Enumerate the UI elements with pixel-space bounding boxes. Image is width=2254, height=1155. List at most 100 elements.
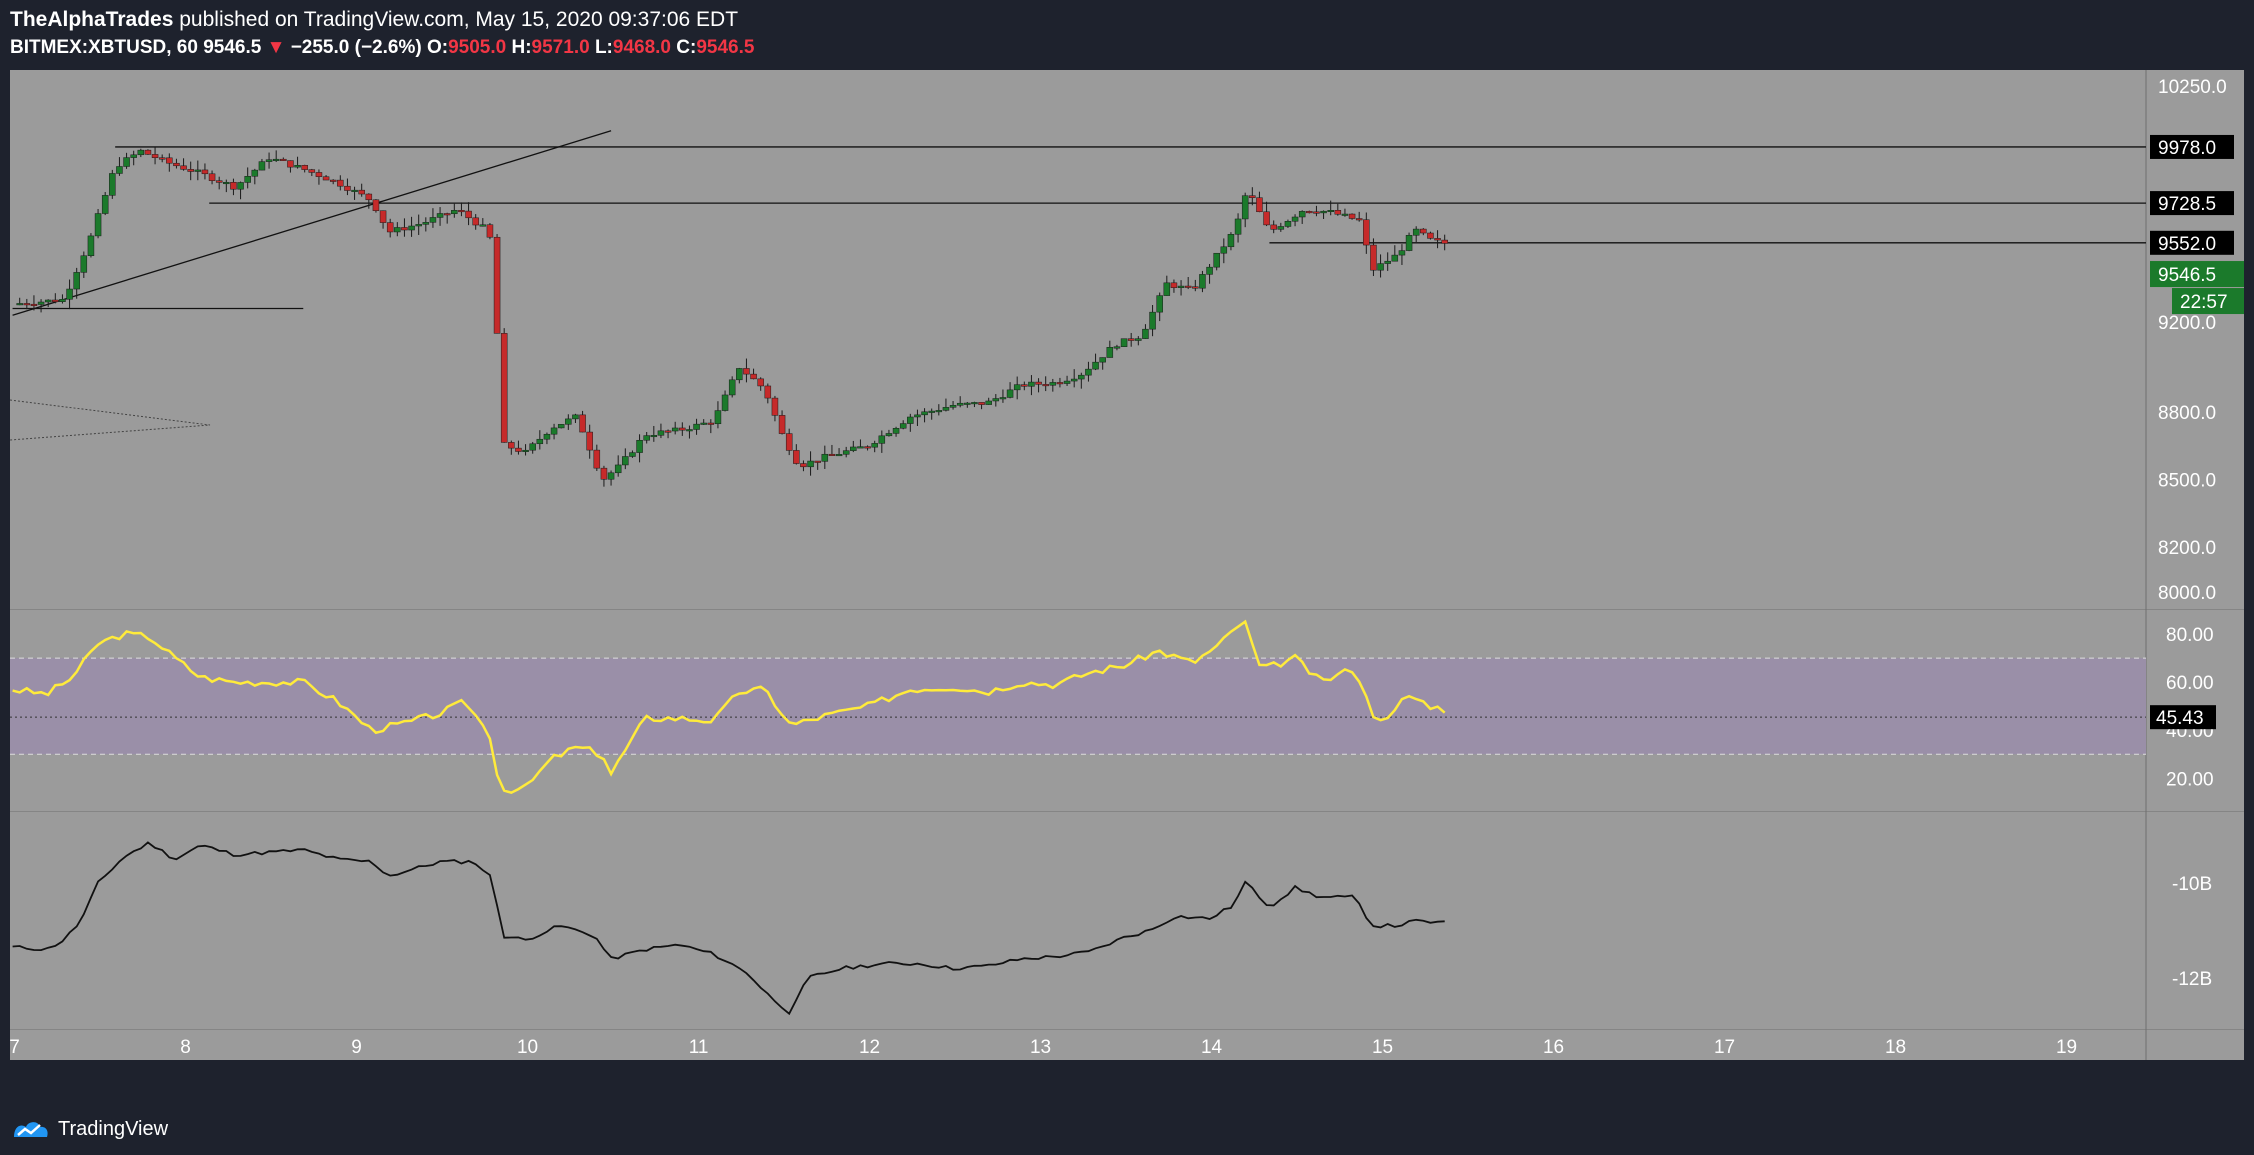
candle-body: [999, 397, 1007, 400]
high-label: H:: [511, 37, 532, 58]
candle-body: [579, 414, 586, 433]
candle-body: [351, 189, 358, 192]
candle-body: [892, 428, 900, 434]
candle-body: [223, 182, 230, 185]
candle-body: [1177, 285, 1185, 288]
candle-body: [59, 299, 66, 302]
candle-body: [1035, 381, 1042, 385]
time-tick-13: 13: [1030, 1037, 1051, 1058]
ohlc-legend: BITMEX:XBTUSD, 60 9546.5 ▼ −255.0 (−2.6%…: [10, 34, 754, 62]
chart-svg[interactable]: 10250.09200.08800.08500.08200.08000.0997…: [9, 70, 2244, 1100]
candle-body: [1206, 266, 1213, 275]
candle-body: [1377, 263, 1384, 271]
candle-body: [785, 433, 793, 451]
candle-body: [1412, 228, 1420, 236]
candle-body: [116, 166, 123, 174]
candle-body: [1163, 282, 1171, 296]
rsi-value-label: 45.43: [2156, 708, 2204, 729]
candle-body: [1363, 219, 1370, 246]
candle-body: [536, 438, 544, 445]
candle-body: [736, 368, 743, 381]
candle-body: [1270, 224, 1277, 230]
candle-body: [1142, 328, 1149, 339]
triangle-drawing: [9, 399, 211, 441]
footer-brand[interactable]: TradingView: [58, 1117, 169, 1140]
candle-body: [671, 427, 679, 432]
candle-body: [1085, 368, 1092, 376]
candle-body: [1013, 384, 1021, 391]
candle-body: [1120, 338, 1128, 347]
price-tick-label: 8500.0: [2158, 471, 2216, 492]
candle-body: [550, 427, 558, 435]
candle-body: [301, 165, 308, 170]
candle-body: [1313, 211, 1320, 214]
candle-body: [1113, 346, 1121, 349]
candle-body: [971, 402, 978, 405]
candle-body: [586, 431, 593, 451]
rsi-tick-label: 20.00: [2166, 769, 2214, 790]
candle-body: [1341, 213, 1349, 216]
candle-body: [1021, 384, 1028, 387]
low-label: L:: [594, 37, 613, 58]
candle-body: [1106, 347, 1114, 358]
down-arrow-icon: ▼: [266, 37, 286, 58]
candle-body: [1249, 195, 1256, 198]
candle-body: [66, 288, 73, 300]
candle-body: [44, 299, 52, 303]
candle-body: [707, 422, 715, 425]
candle-body: [94, 213, 102, 237]
candle-body: [1420, 228, 1427, 234]
time-tick-10: 10: [517, 1037, 538, 1058]
candle-body: [935, 410, 943, 413]
candle-body: [458, 210, 465, 213]
candle-body: [1384, 260, 1391, 264]
candle-body: [237, 182, 244, 190]
chart-area[interactable]: 10250.0 9200.0 8800.0 8500.0 8200.0 8000.0 997…: [9, 70, 2244, 1105]
candle-body: [1298, 211, 1306, 218]
time-tick-9: 9: [351, 1037, 362, 1058]
candle-body: [137, 149, 145, 156]
candle-body: [992, 398, 1000, 402]
candle-body: [1434, 238, 1441, 241]
candle-body: [557, 424, 565, 429]
candle-body: [757, 378, 764, 387]
symbol-label[interactable]: BITMEX:XBTUSD, 60: [10, 37, 198, 58]
close-value: 9546.5: [696, 37, 755, 58]
level-label-box: [2150, 230, 2234, 255]
level-label-box: [2150, 134, 2234, 159]
candle-body: [1056, 382, 1064, 385]
candle-body: [472, 217, 479, 226]
candle-body: [1220, 246, 1228, 254]
candle-body: [928, 410, 935, 413]
candle-body: [1049, 382, 1057, 386]
candle-body: [636, 439, 643, 453]
candle-body: [265, 159, 273, 162]
time-tick-14: 14: [1201, 1037, 1223, 1058]
candle-body: [942, 407, 950, 411]
candle-body: [565, 418, 572, 425]
tradingview-logo-icon[interactable]: [12, 1117, 50, 1141]
candle-body: [1320, 210, 1327, 214]
candle-body: [180, 165, 187, 170]
candle-body: [1348, 213, 1356, 219]
candle-body: [1277, 226, 1285, 230]
candle-body: [308, 169, 316, 173]
candle-body: [964, 402, 971, 405]
candle-body: [622, 456, 629, 466]
candle-body: [899, 423, 907, 429]
candle-body: [1370, 244, 1377, 271]
candle-body: [1092, 361, 1099, 370]
candle-body: [593, 449, 601, 469]
candle-body: [230, 182, 237, 190]
footer: TradingView: [12, 1117, 168, 1141]
candle-body: [714, 410, 722, 425]
time-tick-8: 8: [180, 1037, 191, 1058]
last-price: 9546.5: [203, 37, 262, 58]
candle-body: [1127, 338, 1135, 341]
time-tick-11: 11: [689, 1037, 709, 1058]
candle-body: [1149, 311, 1156, 330]
volume-tick-label: -12B: [2172, 969, 2212, 990]
candle-body: [614, 464, 622, 474]
author-name[interactable]: TheAlphaTrades: [10, 8, 174, 31]
candle-body: [828, 453, 836, 456]
